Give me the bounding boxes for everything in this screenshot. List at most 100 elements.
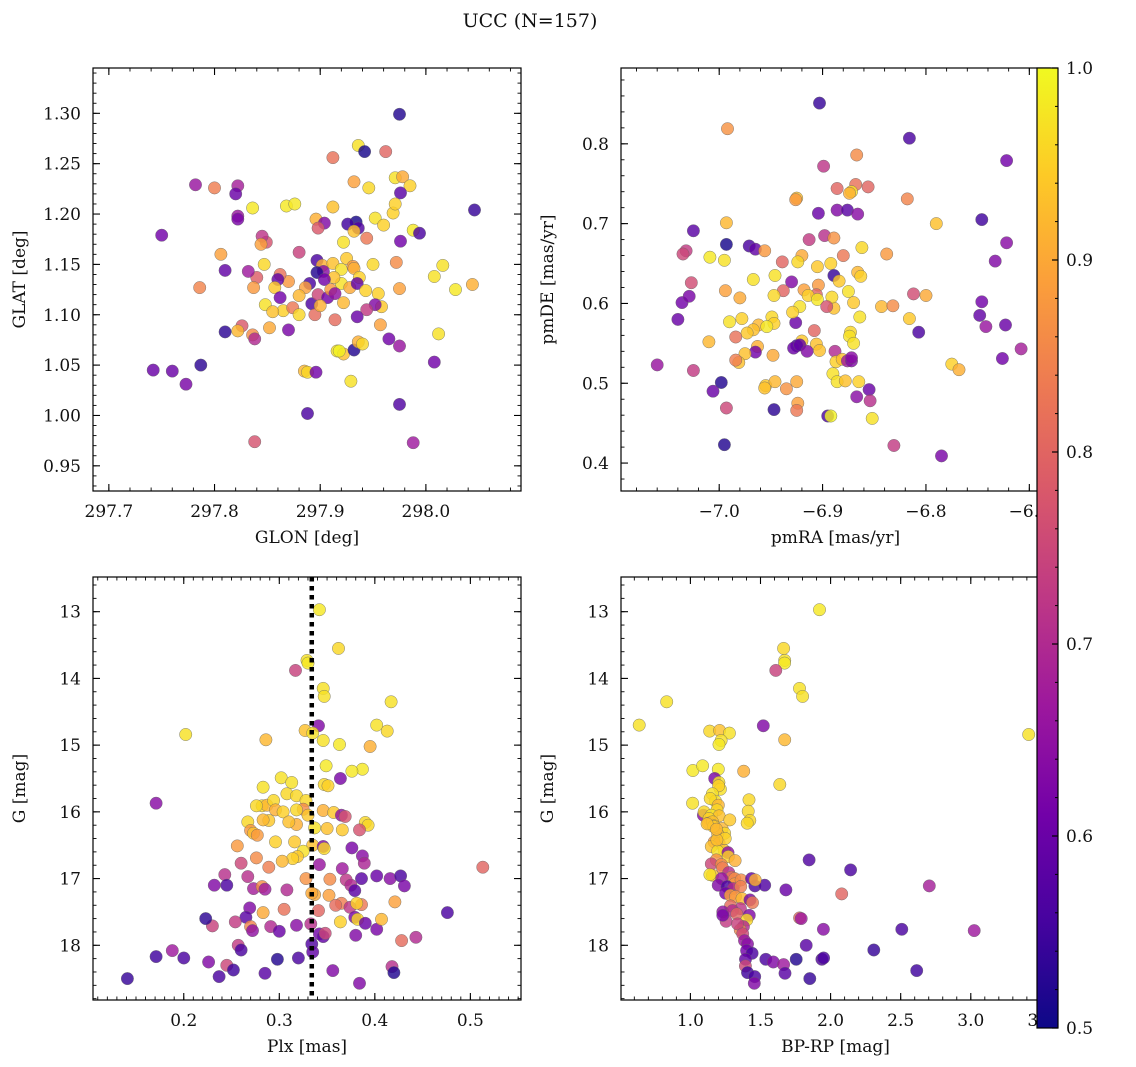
data-point (844, 863, 857, 877)
data-point (903, 312, 916, 325)
data-point (359, 284, 373, 297)
data-point (706, 384, 720, 398)
data-point (379, 145, 393, 159)
data-point (322, 888, 336, 902)
data-point (975, 213, 989, 227)
data-point (387, 966, 401, 979)
data-point (1014, 342, 1028, 356)
data-point (234, 943, 248, 957)
data-point (165, 364, 179, 378)
data-point (900, 192, 914, 206)
data-point (395, 934, 408, 947)
data-point (347, 224, 361, 238)
data-point (272, 924, 286, 938)
data-point (768, 269, 782, 282)
data-points (650, 96, 1028, 463)
panel-glon-glat: 297.7 297.8 297.9 298.0 0.95 1.00 1.05 1.10 1.15… (10, 67, 522, 548)
data-point (843, 186, 856, 200)
data-point (360, 303, 374, 317)
data-point (865, 411, 879, 425)
data-point (719, 284, 732, 298)
data-point (316, 804, 330, 817)
data-point (996, 352, 1009, 365)
x-tick-label: 0.4 (361, 1011, 388, 1031)
data-point (382, 332, 396, 346)
data-point (292, 308, 306, 322)
data-point (778, 966, 792, 980)
data-point (440, 906, 454, 919)
data-point (355, 762, 369, 776)
data-point (777, 642, 790, 655)
x-tick-label: 297.8 (190, 502, 239, 522)
data-point (380, 724, 394, 738)
x-tick-label: −6.8 (905, 502, 946, 522)
data-point (329, 898, 343, 912)
x-tick-label: −6.9 (802, 502, 843, 522)
data-point (718, 438, 731, 452)
data-point (791, 255, 805, 269)
data-point (335, 862, 349, 875)
data-point (165, 944, 179, 957)
data-point (786, 305, 799, 319)
data-point (780, 382, 793, 396)
data-point (875, 300, 888, 313)
data-point (790, 403, 804, 417)
data-point (202, 955, 216, 969)
data-point (712, 738, 726, 751)
data-point (370, 869, 384, 883)
data-point (348, 884, 362, 897)
y-tick-label: 0.6 (582, 294, 609, 314)
data-point (199, 912, 213, 925)
data-point (375, 912, 388, 926)
data-point (312, 904, 325, 917)
data-point (847, 336, 860, 350)
data-point (282, 323, 295, 337)
data-point (436, 258, 450, 272)
data-point (767, 289, 781, 302)
x-tick-label: 2.5 (887, 1011, 914, 1031)
data-point (248, 435, 262, 449)
y-tick-label: 0.8 (582, 135, 609, 155)
data-point (895, 922, 909, 936)
data-point (249, 799, 263, 813)
data-point (358, 916, 372, 930)
data-point (218, 868, 232, 881)
data-point (427, 355, 441, 369)
data-point (317, 690, 331, 703)
data-point (179, 728, 193, 741)
data-point (326, 151, 340, 165)
y-axis-label: G [mag] (10, 754, 30, 823)
y-tick-label: 17 (59, 870, 81, 890)
data-point (326, 200, 340, 214)
y-tick-label: 1.20 (43, 205, 81, 225)
data-point (862, 383, 876, 396)
data-point (766, 348, 780, 362)
data-point (234, 856, 248, 870)
data-point (328, 287, 342, 300)
data-point (262, 860, 276, 874)
data-point (847, 296, 860, 309)
data-point (309, 365, 323, 379)
data-point (299, 872, 313, 885)
data-point (256, 780, 270, 794)
data-point (259, 733, 273, 747)
y-tick-label: 1.00 (43, 406, 81, 426)
data-point (292, 289, 306, 302)
data-point (326, 964, 340, 977)
data-point (723, 315, 736, 329)
data-point (332, 344, 346, 358)
data-point (813, 603, 826, 617)
data-point (740, 816, 754, 830)
data-point (851, 207, 865, 221)
data-point (413, 226, 426, 240)
y-tick-label: 16 (587, 803, 609, 823)
data-point (337, 296, 350, 310)
colorbar: 0.5 0.6 0.7 0.8 0.9 1.0 (1036, 59, 1093, 1039)
colorbar-bar (1036, 67, 1059, 1029)
data-point (256, 813, 270, 827)
x-tick-label: 1.5 (747, 1011, 774, 1031)
data-point (758, 244, 772, 258)
data-point (328, 313, 342, 327)
data-point (769, 664, 783, 677)
data-point (360, 231, 374, 245)
